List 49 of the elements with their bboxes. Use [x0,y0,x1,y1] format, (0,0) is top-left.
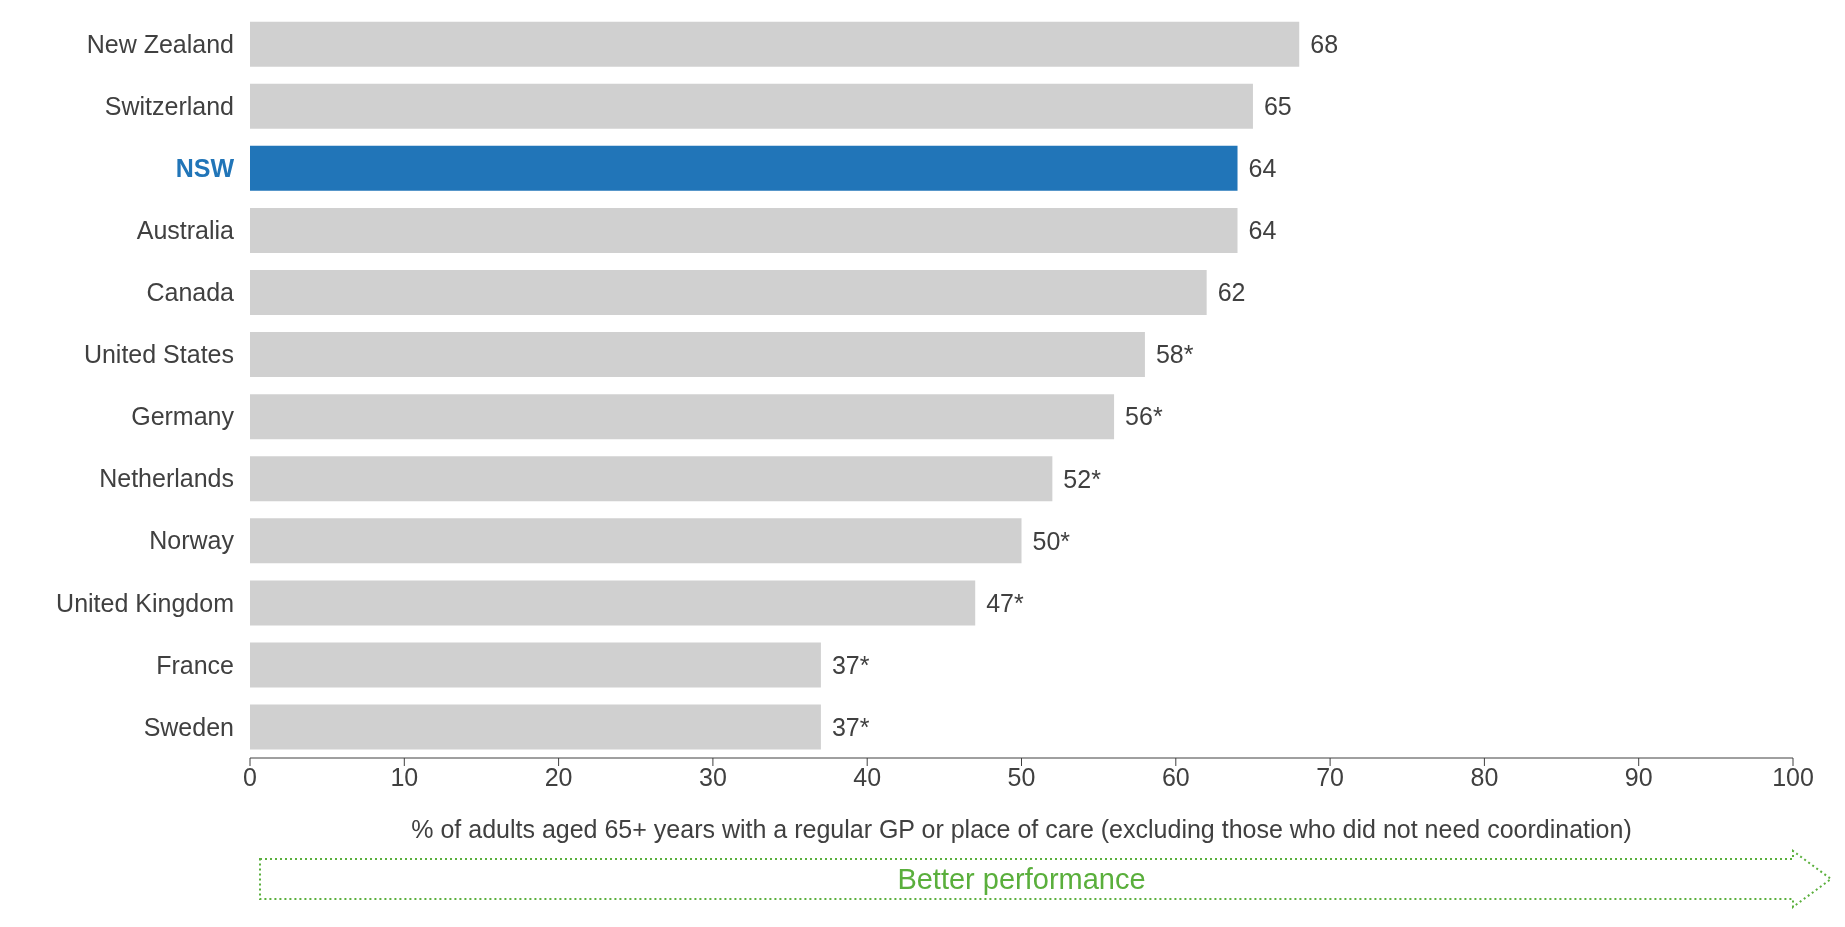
text: Better performance [896,863,1147,896]
x-tick-label: 60 [1161,762,1190,791]
y-tick-label: NSW [175,153,235,182]
bar [250,83,1253,129]
x-tick-label: 10 [390,762,419,791]
data-label: 52* [1063,464,1102,493]
data-label: 64 [1248,216,1277,245]
y-tick-label: France [156,650,234,679]
y-tick-label: Australia [136,216,235,245]
x-tick-label: 30 [698,762,727,791]
bar [250,145,1238,191]
data-label: 62 [1217,278,1246,307]
x-tick-label: 20 [544,762,573,791]
data-label: 47* [986,588,1025,617]
bar [250,332,1145,378]
x-tick-label: 50 [1007,762,1036,791]
data-label: 65 [1263,92,1292,121]
data-label: 68 [1310,29,1339,58]
x-tick-label: 0 [243,762,257,791]
bar [250,456,1053,502]
bar [250,518,1022,564]
x-tick-label: 100 [1772,762,1814,791]
bar [250,207,1238,253]
x-tick-label: 70 [1316,762,1345,791]
data-label: 37* [831,650,870,679]
y-tick-label: United States [83,340,234,369]
bar [250,21,1300,67]
x-tick-label: 90 [1624,762,1653,791]
bar [250,270,1207,316]
y-tick-label: Switzerland [104,91,234,120]
data-label: 64 [1248,154,1277,183]
y-tick-label: Sweden [143,712,234,741]
y-tick-label: Norway [149,526,235,555]
bar [250,580,976,626]
x-tick-label: 40 [853,762,882,791]
y-tick-label: Germany [131,402,235,431]
data-label: 56* [1125,402,1163,431]
y-tick-label: Canada [146,278,235,307]
data-label: 37* [831,712,870,741]
bar [250,394,1115,440]
data-label: 58* [1155,340,1194,369]
bar [250,642,821,688]
y-tick-label: United Kingdom [56,588,234,617]
y-tick-label: Netherlands [99,464,234,493]
bar [250,704,821,750]
data-label: 50* [1032,526,1071,555]
x-axis-title: % of adults aged 65+ years with a regular GP or place of care (excluding those who did not need coordination) [411,815,1632,843]
y-tick-label: New Zealand [86,29,234,58]
x-tick-label: 80 [1470,762,1499,791]
